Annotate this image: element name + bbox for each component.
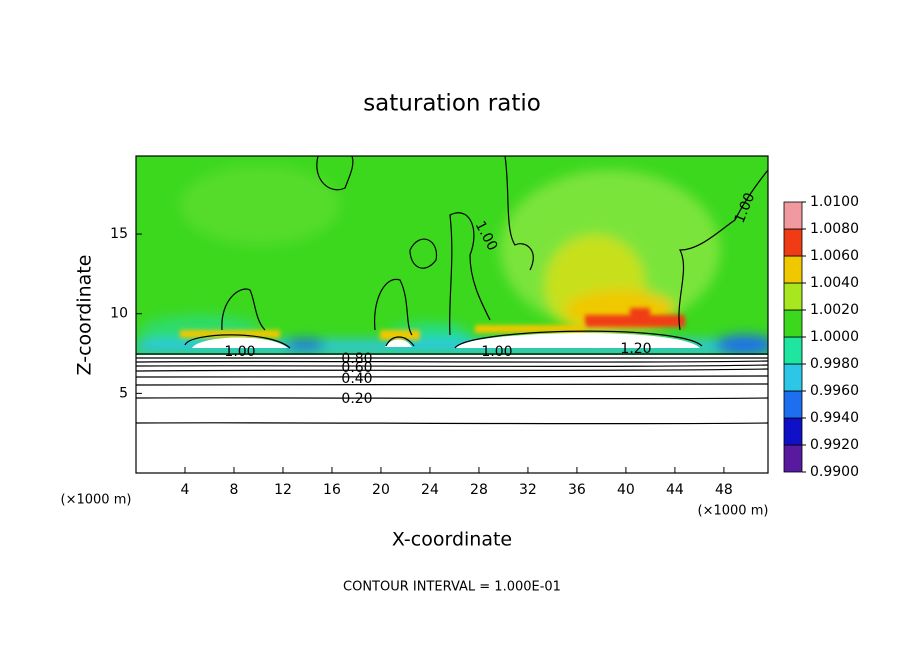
y-axis-title: Z-coordinate xyxy=(74,255,96,376)
x-unit: (×1000 m) xyxy=(698,504,769,519)
x-axis-title: X-coordinate xyxy=(392,529,512,551)
y-unit: (×1000 m) xyxy=(61,493,132,508)
x-tick-label: 20 xyxy=(372,482,390,498)
y-tick-label: 10 xyxy=(110,306,128,322)
x-tick-label: 12 xyxy=(274,482,292,498)
colorbar-label: 1.0100 xyxy=(810,194,859,210)
x-tick-label: 40 xyxy=(617,482,635,498)
contour-label: 0.40 xyxy=(341,371,372,387)
x-tick-label: 44 xyxy=(666,482,684,498)
colorbar-bin xyxy=(783,228,803,257)
colorbar-bin xyxy=(783,363,803,392)
colorbar-label: 1.0040 xyxy=(810,275,859,291)
colorbar-bin xyxy=(783,255,803,284)
plot-frame xyxy=(135,155,769,474)
contour-label: 1.00 xyxy=(481,344,512,360)
colorbar-label: 1.0060 xyxy=(810,248,859,264)
colorbar-label: 1.0080 xyxy=(810,221,859,237)
colorbar-bin xyxy=(783,336,803,365)
colorbar-label: 0.9960 xyxy=(810,383,859,399)
chart-title: saturation ratio xyxy=(363,91,541,117)
colorbar-label: 0.9940 xyxy=(810,410,859,426)
annotation: CONTOUR INTERVAL = 1.000E-01 xyxy=(343,580,561,595)
colorbar-bin xyxy=(783,282,803,311)
colorbar-label: 0.9920 xyxy=(810,437,859,453)
x-tick-label: 28 xyxy=(470,482,488,498)
colorbar-bin xyxy=(783,390,803,419)
x-tick-label: 36 xyxy=(568,482,586,498)
colorbar-label: 1.0000 xyxy=(810,329,859,345)
colorbar-bin xyxy=(783,309,803,338)
field xyxy=(136,156,768,473)
colorbar-label: 0.9900 xyxy=(810,464,859,480)
x-tick-label: 4 xyxy=(181,482,190,498)
x-tick-label: 16 xyxy=(323,482,341,498)
colorbar-bin xyxy=(783,444,803,473)
contour-label: 1.20 xyxy=(620,341,651,357)
colorbar-bin xyxy=(783,201,803,230)
contour-label: 0.80 xyxy=(341,351,372,367)
y-tick-label: 5 xyxy=(119,385,128,401)
y-tick-label: 15 xyxy=(110,226,128,242)
x-tick-label: 8 xyxy=(230,482,239,498)
contour-label: 1.00 xyxy=(224,344,255,360)
colorbar-label: 0.9980 xyxy=(810,356,859,372)
contour-label: 0.60 xyxy=(341,360,372,376)
x-tick-label: 24 xyxy=(421,482,439,498)
x-tick-label: 32 xyxy=(519,482,537,498)
colorbar-label: 1.0020 xyxy=(810,302,859,318)
x-tick-label: 48 xyxy=(715,482,733,498)
colorbar-bin xyxy=(783,417,803,446)
contour-label: 0.20 xyxy=(341,391,372,407)
